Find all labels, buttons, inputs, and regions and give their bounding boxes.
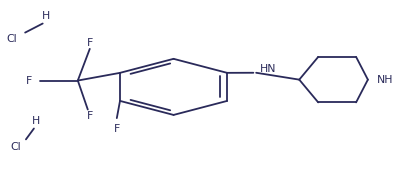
Text: F: F — [87, 38, 93, 48]
Text: F: F — [87, 111, 93, 121]
Text: H: H — [32, 116, 40, 126]
Text: F: F — [114, 125, 120, 134]
Text: HN: HN — [260, 64, 277, 74]
Text: F: F — [26, 75, 32, 86]
Text: Cl: Cl — [6, 34, 17, 44]
Text: H: H — [42, 11, 50, 21]
Text: Cl: Cl — [10, 142, 21, 152]
Text: NH: NH — [377, 75, 393, 85]
